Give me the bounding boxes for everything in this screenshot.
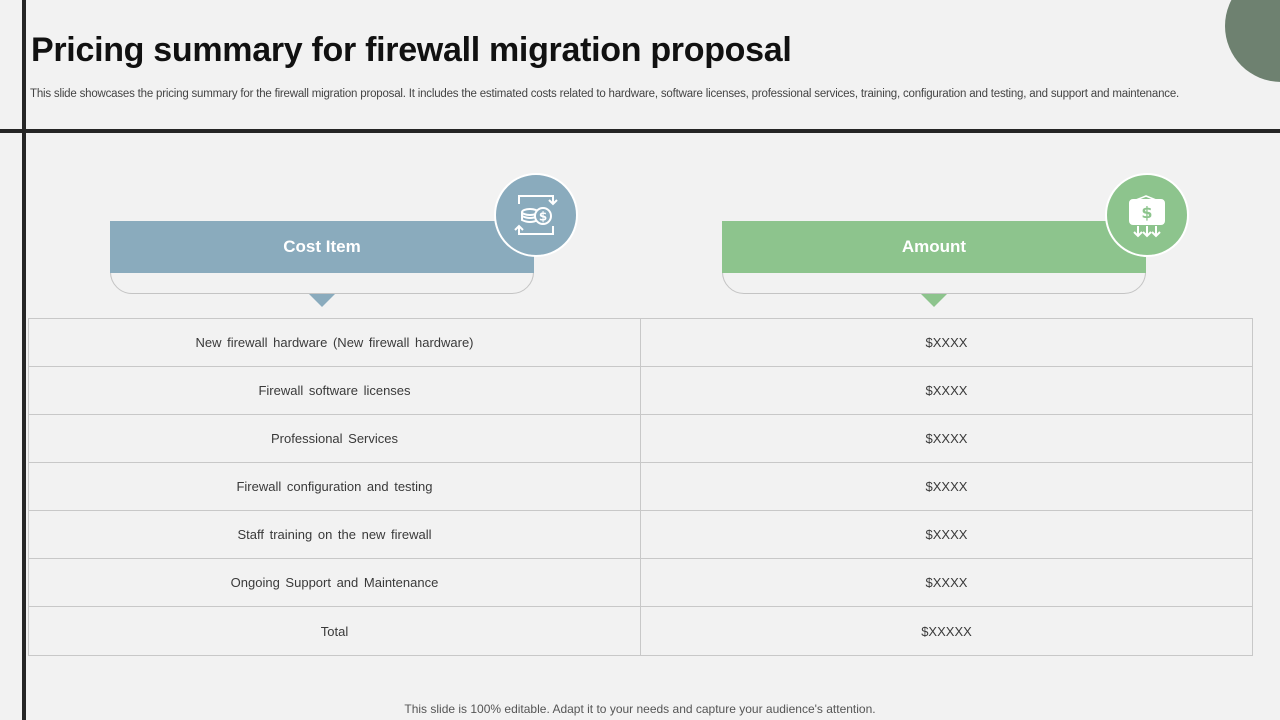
cost-item-pointer — [309, 294, 335, 307]
amount-cell: $XXXX — [641, 559, 1253, 607]
amount-header-card: Amount — [722, 221, 1146, 307]
footer-note: This slide is 100% editable. Adapt it to… — [404, 702, 876, 716]
svg-text:$: $ — [539, 210, 547, 224]
page-title: Pricing summary for firewall migration p… — [31, 31, 792, 69]
amount-cell: $XXXX — [641, 367, 1253, 415]
amount-cell: $XXXX — [641, 463, 1253, 511]
table-row: New firewall hardware (New firewall hard… — [29, 319, 1253, 367]
corner-decoration — [1225, 0, 1280, 82]
svg-text:$: $ — [1141, 203, 1152, 222]
amount-header: Amount — [722, 221, 1146, 273]
cost-item-cell: Staff training on the new firewall — [29, 511, 641, 559]
money-exchange-icon: $ — [494, 173, 578, 257]
cost-item-cell: Ongoing Support and Maintenance — [29, 559, 641, 607]
cost-item-header-card: Cost Item — [110, 221, 534, 307]
amount-pointer — [921, 294, 947, 307]
amount-cell: $XXXX — [641, 415, 1253, 463]
cost-item-header: Cost Item — [110, 221, 534, 273]
table-row: Staff training on the new firewall $XXXX — [29, 511, 1253, 559]
amount-cell: $XXXX — [641, 319, 1253, 367]
cost-item-cell: New firewall hardware (New firewall hard… — [29, 319, 641, 367]
amount-cell: $XXXX — [641, 511, 1253, 559]
wallet-dollar-icon: $ — [1105, 173, 1189, 257]
page-subtitle: This slide showcases the pricing summary… — [30, 88, 1180, 100]
total-row: Total $XXXXX — [29, 607, 1253, 656]
total-label-cell: Total — [29, 607, 641, 656]
table-row: Ongoing Support and Maintenance $XXXX — [29, 559, 1253, 607]
cost-item-cell: Firewall configuration and testing — [29, 463, 641, 511]
table-row: Firewall software licenses $XXXX — [29, 367, 1253, 415]
header-divider — [0, 129, 1280, 133]
total-amount-cell: $XXXXX — [641, 607, 1253, 656]
table-row: Professional Services $XXXX — [29, 415, 1253, 463]
pricing-table: New firewall hardware (New firewall hard… — [28, 318, 1253, 656]
left-accent-bar — [22, 0, 26, 720]
cost-item-cell: Professional Services — [29, 415, 641, 463]
cost-item-cell: Firewall software licenses — [29, 367, 641, 415]
table-row: Firewall configuration and testing $XXXX — [29, 463, 1253, 511]
